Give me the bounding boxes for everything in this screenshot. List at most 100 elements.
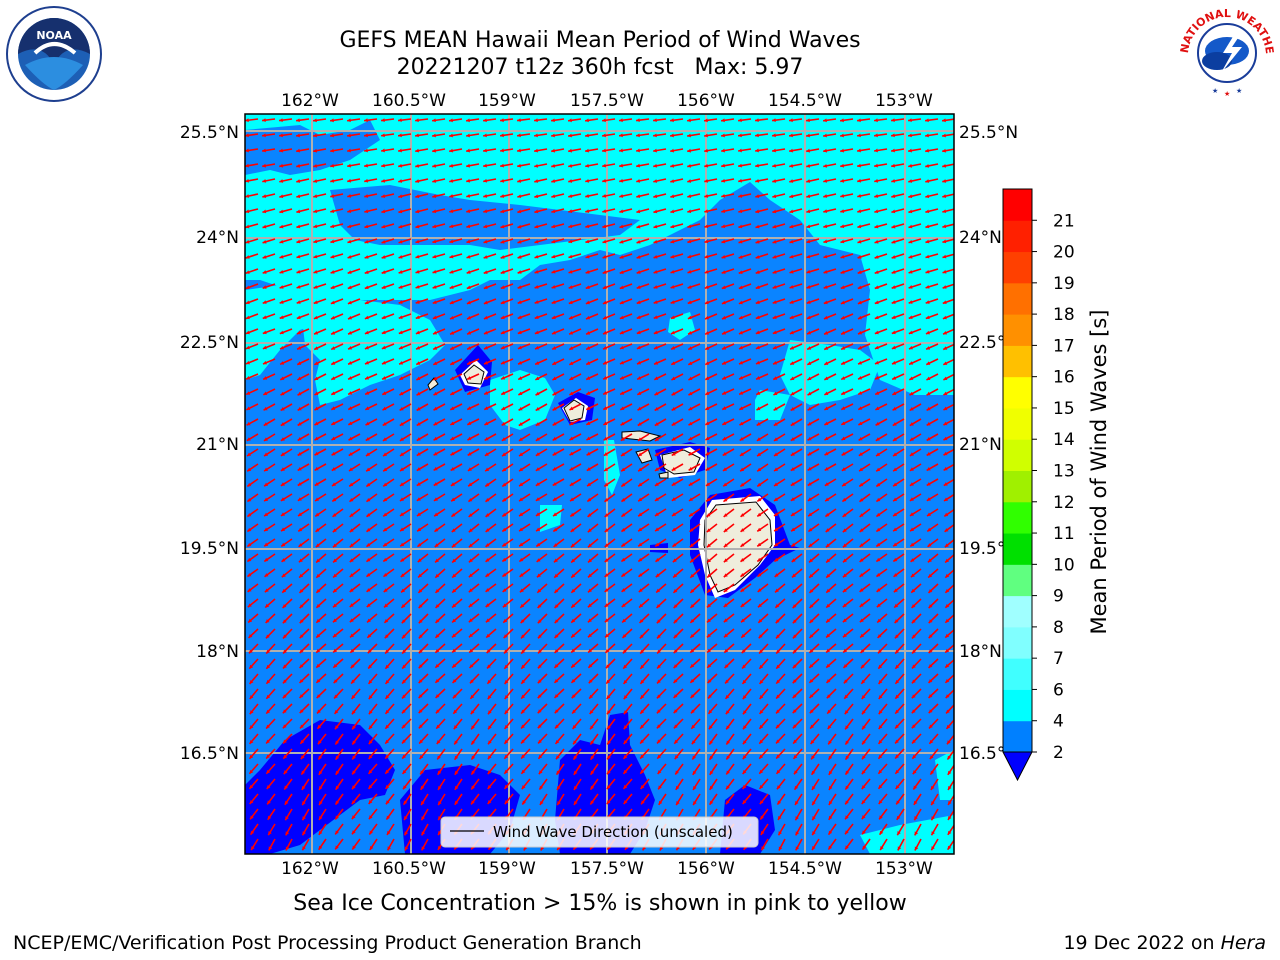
wind-arrow-head xyxy=(534,224,539,229)
wind-arrow-head xyxy=(840,239,845,244)
wind-arrow-head xyxy=(503,634,508,639)
wind-arrow-head xyxy=(364,178,369,183)
wind-arrow-head xyxy=(704,270,709,274)
wind-arrow-head xyxy=(555,724,559,729)
wind-arrow-head xyxy=(245,118,249,123)
wind-arrow-head xyxy=(670,163,675,168)
wind-arrow-head xyxy=(433,330,438,335)
wind-arrow-head xyxy=(366,543,371,547)
wind-arrow-head xyxy=(468,603,473,608)
wind-arrow-head xyxy=(245,178,250,183)
wind-arrow-head xyxy=(773,406,778,411)
wind-arrow-head xyxy=(421,801,425,806)
wind-arrow-head xyxy=(876,467,881,472)
wind-arrow-head xyxy=(398,285,403,289)
wind-arrow-head xyxy=(857,148,861,153)
wind-arrow-head xyxy=(654,391,659,396)
wind-arrow-head xyxy=(808,527,813,532)
wind-arrow-head xyxy=(623,695,628,700)
wind-arrow-head xyxy=(283,739,287,744)
wind-arrow-head xyxy=(586,421,591,425)
wind-arrow-head xyxy=(398,300,403,304)
wind-arrow-head xyxy=(245,163,249,168)
wind-arrow-head xyxy=(432,300,437,304)
wind-arrow-head xyxy=(943,361,948,365)
wind-arrow-head xyxy=(381,224,386,229)
wind-arrow-head xyxy=(874,118,878,123)
wind-arrow-head xyxy=(726,755,730,760)
wind-arrow-head xyxy=(484,436,489,441)
wind-arrow-head xyxy=(638,588,643,593)
wind-arrow-head xyxy=(347,194,352,198)
wind-arrow-head xyxy=(948,785,952,790)
wind-arrow-head xyxy=(348,391,353,395)
wind-arrow-head xyxy=(857,315,862,320)
wind-arrow-head xyxy=(384,634,389,639)
wind-arrow-head xyxy=(296,163,301,168)
wind-arrow-head xyxy=(638,542,643,547)
wind-arrow-head xyxy=(823,224,828,229)
wind-arrow-head xyxy=(450,376,455,380)
wind-arrow-head xyxy=(348,361,353,365)
wind-arrow-head xyxy=(789,148,793,153)
wind-arrow-head xyxy=(640,769,645,774)
wind-arrow-head xyxy=(316,694,321,699)
wind-arrow-head xyxy=(535,497,540,501)
wind-arrow-head xyxy=(315,528,320,532)
wind-arrow-head xyxy=(794,770,798,775)
wind-arrow-head xyxy=(517,315,522,319)
wind-arrow-head xyxy=(586,361,591,365)
wind-arrow-head xyxy=(571,648,576,653)
wind-arrow-head xyxy=(266,664,271,669)
wind-arrow-head xyxy=(485,588,490,592)
wind-arrow-head xyxy=(319,785,323,790)
wind-arrow-head xyxy=(891,148,895,153)
wind-arrow-head xyxy=(755,345,760,350)
wind-arrow-head xyxy=(772,194,777,199)
wind-arrow-head xyxy=(726,770,730,775)
wind-arrow-head xyxy=(759,649,763,654)
wind-arrow-head xyxy=(351,800,356,805)
wind-arrow-head xyxy=(675,785,680,790)
wind-arrow-head xyxy=(398,330,403,335)
wind-arrow-head xyxy=(772,255,777,259)
wind-arrow-head xyxy=(418,679,423,684)
wind-arrow-head xyxy=(603,330,607,335)
wind-arrow-head xyxy=(432,148,437,153)
wind-arrow-head xyxy=(878,739,883,744)
wind-arrow-head xyxy=(604,528,609,532)
wind-arrow-head xyxy=(925,269,930,274)
wind-arrow-head xyxy=(857,194,862,198)
lat-label-left: 16.5°N xyxy=(180,744,239,764)
wind-arrow-head xyxy=(401,724,406,729)
wind-arrow-head xyxy=(537,679,542,684)
wind-arrow-head xyxy=(402,679,406,684)
wind-arrow-head xyxy=(943,346,948,350)
wind-arrow-head xyxy=(585,118,589,123)
wind-arrow-head xyxy=(538,770,543,775)
wind-arrow-head xyxy=(534,148,538,153)
wind-arrow-head xyxy=(755,133,759,138)
wind-arrow-head xyxy=(603,376,608,380)
wind-arrow-head xyxy=(438,785,442,790)
wind-arrow-head xyxy=(537,634,542,639)
wind-arrow-head xyxy=(381,345,386,350)
wind-arrow-head xyxy=(789,118,793,123)
wind-arrow-head xyxy=(927,558,932,563)
wind-arrow-head xyxy=(623,754,628,759)
wind-arrow-head xyxy=(285,846,290,851)
wind-arrow-head xyxy=(928,619,933,624)
wind-arrow-head xyxy=(435,663,440,668)
wind-arrow-head xyxy=(638,467,643,472)
wind-arrow-head xyxy=(470,710,475,715)
wind-arrow-head xyxy=(912,649,916,654)
wind-arrow-head xyxy=(843,664,848,668)
wind-arrow-head xyxy=(721,254,726,259)
wind-arrow-head xyxy=(331,406,336,410)
wind-arrow-head xyxy=(756,391,761,395)
wind-arrow-head xyxy=(942,179,947,183)
wind-arrow-head xyxy=(586,406,591,410)
wind-arrow-head xyxy=(352,770,356,775)
wind-arrow-head xyxy=(471,755,476,760)
wind-arrow-head xyxy=(637,376,642,380)
